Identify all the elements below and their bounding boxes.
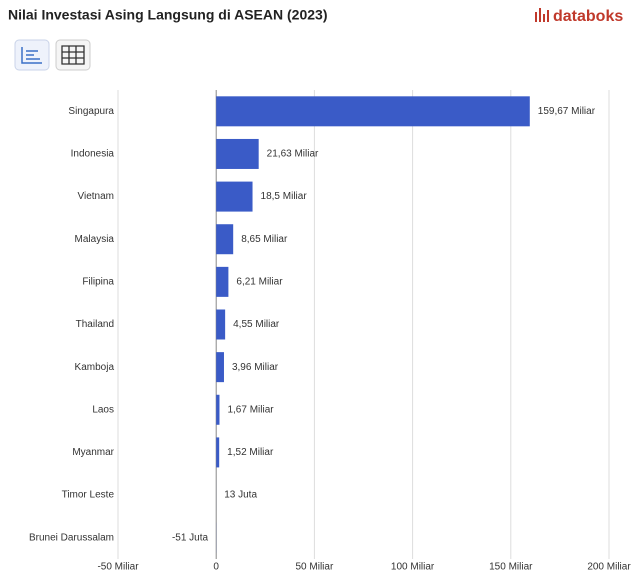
- bar: [216, 224, 233, 254]
- x-tick-label: 100 Miliar: [391, 562, 435, 573]
- value-label: 21,63 Miliar: [267, 149, 319, 160]
- value-label: 4,55 Miliar: [233, 319, 280, 330]
- y-tick-label: Timor Leste: [62, 490, 115, 501]
- y-tick-label: Myanmar: [72, 447, 114, 458]
- logo: databoks: [553, 8, 623, 25]
- logo-icon: [535, 8, 549, 22]
- value-label: 3,96 Miliar: [232, 362, 279, 373]
- value-label: 159,67 Miliar: [538, 106, 596, 117]
- bar: [216, 437, 219, 467]
- chart-title: Nilai Investasi Asing Langsung di ASEAN …: [8, 7, 327, 23]
- bar: [216, 310, 225, 340]
- value-label: 6,21 Miliar: [236, 277, 283, 288]
- y-tick-label: Thailand: [76, 319, 114, 330]
- bar: [216, 96, 530, 126]
- value-label: 13 Juta: [224, 490, 257, 501]
- y-tick-label: Laos: [92, 404, 114, 415]
- y-tick-label: Kamboja: [75, 362, 115, 373]
- x-tick-label: 50 Miliar: [296, 562, 334, 573]
- bar: [216, 182, 252, 212]
- value-label: 1,67 Miliar: [227, 404, 274, 415]
- x-tick-label: -50 Miliar: [97, 562, 139, 573]
- x-tick-label: 150 Miliar: [489, 562, 533, 573]
- bar: [216, 395, 219, 425]
- value-label: 18,5 Miliar: [261, 191, 308, 202]
- y-tick-label: Malaysia: [75, 234, 115, 245]
- x-tick-label: 0: [213, 562, 219, 573]
- y-tick-label: Vietnam: [77, 191, 114, 202]
- table-view-button[interactable]: [56, 40, 90, 70]
- y-tick-label: Singapura: [68, 106, 114, 117]
- x-tick-label: 200 Miliar: [587, 562, 631, 573]
- bar: [216, 352, 224, 382]
- bar: [216, 139, 258, 169]
- value-label: 8,65 Miliar: [241, 234, 288, 245]
- bar: [216, 267, 228, 297]
- chart-view-button[interactable]: [15, 40, 49, 70]
- y-tick-label: Indonesia: [71, 149, 115, 160]
- value-label: -51 Juta: [172, 532, 209, 543]
- y-tick-label: Filipina: [82, 277, 114, 288]
- y-tick-label: Brunei Darussalam: [29, 532, 114, 543]
- value-label: 1,52 Miliar: [227, 447, 274, 458]
